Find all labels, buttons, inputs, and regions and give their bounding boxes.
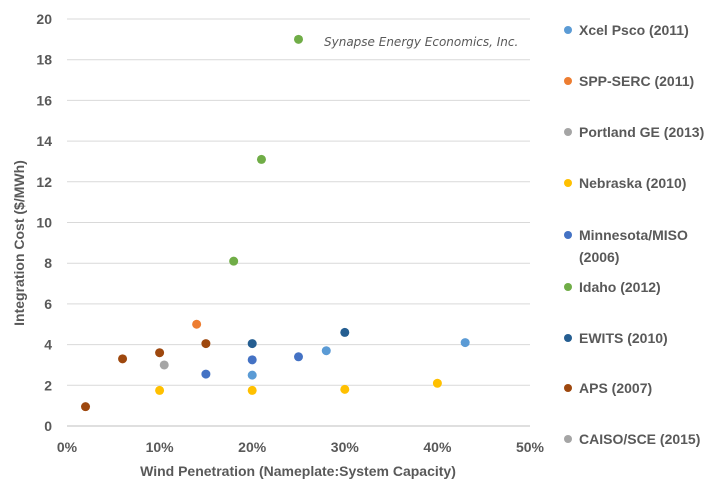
y-axis-ticks: 0 2 4 6 8 10 12 14 16 18 20: [36, 11, 52, 434]
data-point: [155, 385, 165, 395]
data-point: [340, 384, 350, 394]
legend-marker: [564, 283, 572, 291]
x-tick-label: 10%: [146, 439, 175, 455]
data-point: [118, 354, 128, 364]
x-axis-ticks: 0% 10% 20% 30% 40% 50%: [57, 439, 545, 455]
y-tick-label: 0: [44, 418, 52, 434]
y-axis-title: Integration Cost ($/MWh): [11, 160, 27, 326]
gridlines: [67, 18, 530, 386]
legend-marker: [564, 435, 572, 443]
legend-label: APS (2007): [579, 380, 652, 396]
legend-marker: [564, 179, 572, 187]
data-point: [247, 355, 257, 365]
legend: Xcel Psco (2011) SPP-SERC (2011) Portland …: [564, 22, 704, 447]
y-tick-label: 10: [36, 215, 52, 231]
x-tick-label: 50%: [516, 439, 545, 455]
y-tick-label: 16: [36, 92, 52, 108]
data-point: [256, 154, 266, 164]
legend-marker: [564, 26, 572, 34]
data-point: [432, 378, 442, 388]
data-point: [229, 256, 239, 266]
data-point: [321, 346, 331, 356]
data-point: [201, 339, 211, 349]
y-tick-label: 8: [44, 255, 52, 271]
data-point: [247, 385, 257, 395]
legend-label: Minnesota/MISO: [579, 227, 688, 243]
legend-marker: [564, 334, 572, 342]
legend-marker: [564, 384, 572, 392]
y-tick-label: 18: [36, 52, 52, 68]
data-point: [460, 338, 470, 348]
data-point: [81, 402, 91, 412]
y-tick-label: 4: [44, 337, 52, 353]
legend-label: EWITS (2010): [579, 330, 668, 346]
x-tick-label: 0%: [57, 439, 78, 455]
data-point: [247, 370, 257, 380]
data-point: [159, 360, 169, 370]
data-point: [155, 348, 165, 358]
data-point: [294, 352, 303, 362]
legend-label: Idaho (2012): [579, 279, 661, 295]
legend-label: Xcel Psco (2011): [579, 22, 689, 38]
data-point: [340, 327, 350, 337]
data-point: [247, 339, 257, 349]
legend-label: CAISO/SCE (2015): [579, 431, 700, 447]
y-tick-label: 20: [36, 11, 52, 27]
legend-marker: [564, 128, 572, 136]
legend-marker: [564, 231, 572, 239]
x-tick-label: 20%: [238, 439, 267, 455]
y-tick-label: 2: [44, 377, 52, 393]
legend-label: Nebraska (2010): [579, 175, 686, 191]
x-axis-title: Wind Penetration (Nameplate:System Capac…: [140, 463, 456, 479]
legend-label: Portland GE (2013): [579, 124, 704, 140]
legend-label: (2006): [579, 249, 619, 265]
data-points: [81, 34, 470, 412]
source-annotation: Synapse Energy Economics, Inc.: [324, 35, 518, 49]
y-tick-label: 14: [36, 133, 52, 149]
y-tick-label: 12: [36, 174, 52, 190]
legend-label: SPP-SERC (2011): [579, 73, 694, 89]
y-tick-label: 6: [44, 296, 52, 312]
data-point: [192, 319, 202, 329]
x-tick-label: 40%: [423, 439, 452, 455]
data-point: [294, 34, 303, 44]
legend-marker: [564, 77, 572, 85]
x-tick-label: 30%: [331, 439, 360, 455]
data-point: [201, 369, 211, 379]
